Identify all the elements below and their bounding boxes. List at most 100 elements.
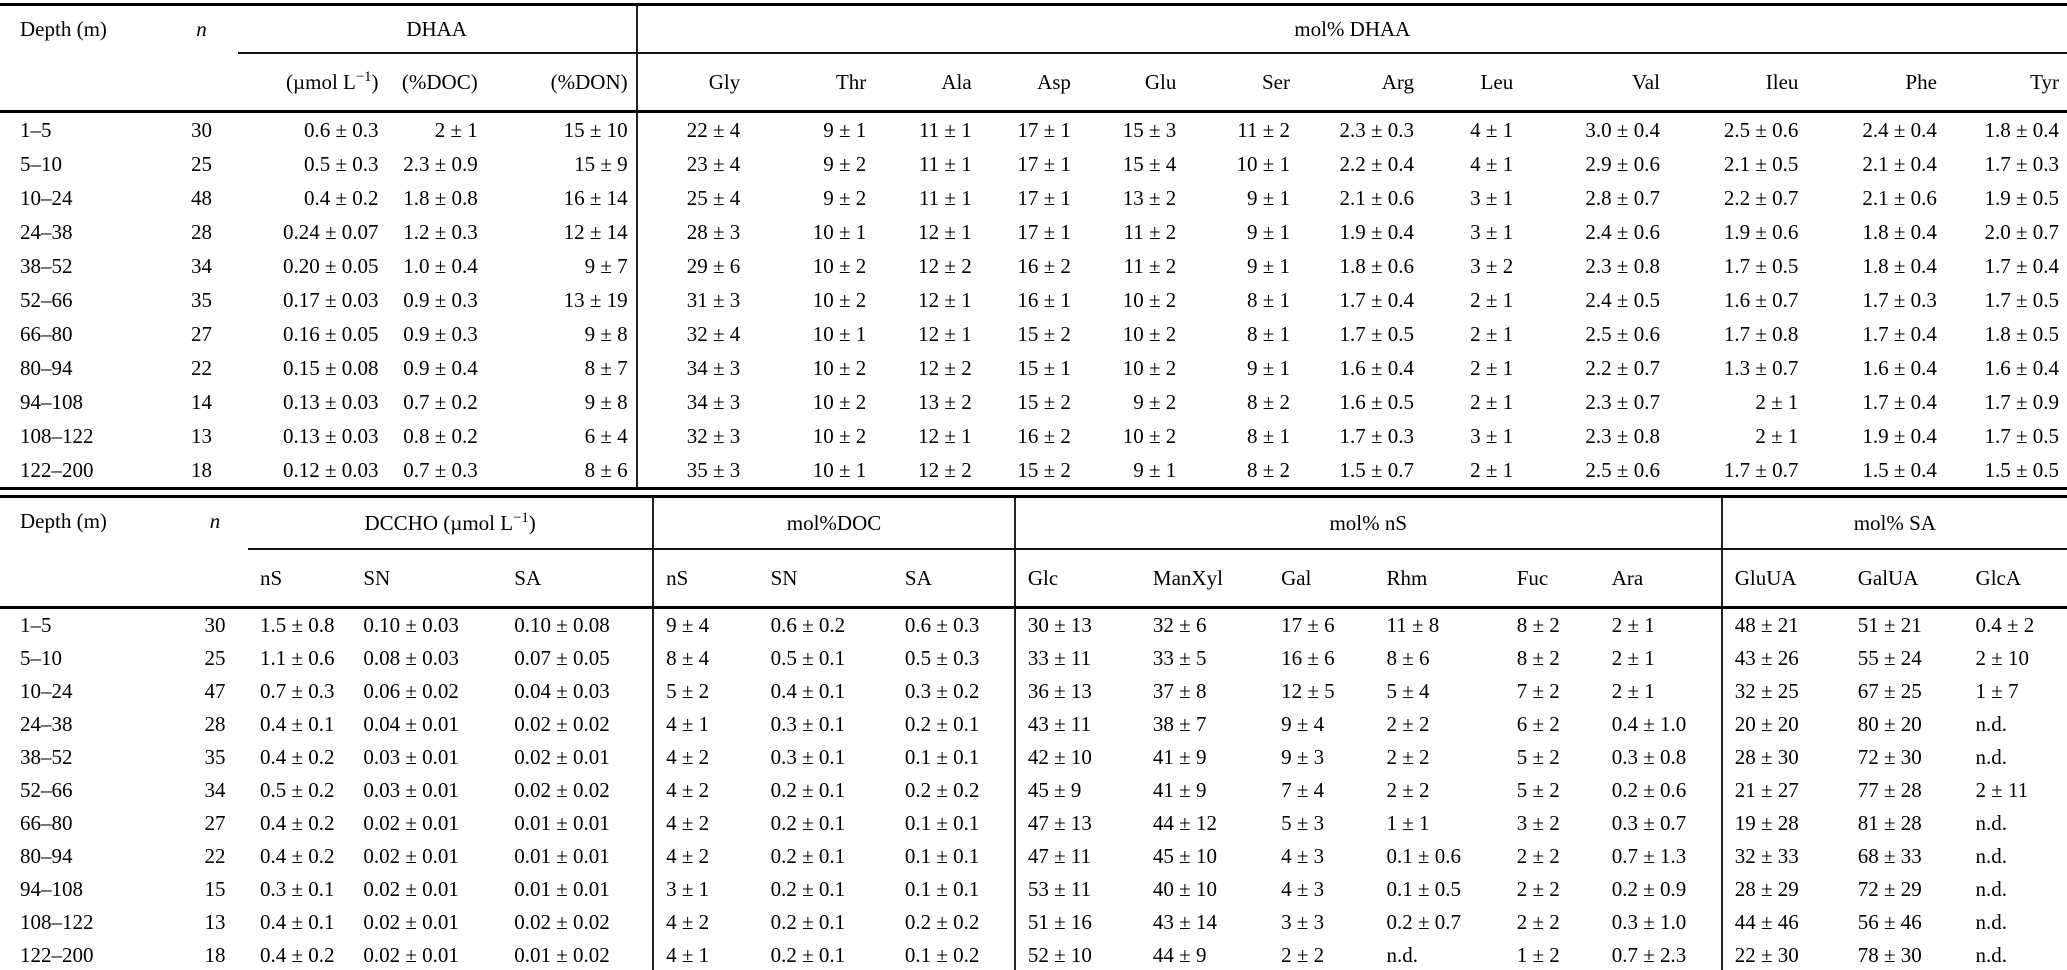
- table-cell: 1.8 ± 0.6: [1339, 253, 1414, 278]
- table-cell: 11 ± 2: [1123, 253, 1177, 278]
- table-cell: 20 ± 20: [1720, 708, 1846, 741]
- table-cell: 1–5: [20, 117, 52, 142]
- table-cell: 15 ± 1: [1017, 355, 1071, 380]
- table-cell: n.d.: [1975, 811, 2008, 835]
- table-cell: 9 ± 1: [1133, 457, 1177, 482]
- dccho-table: Depth (m) n DCCHO (µmol L−1) mol%DOC mol…: [0, 495, 2067, 970]
- table-cell: 0.4 ± 1.0: [1611, 712, 1687, 736]
- table-cell: 2.5 ± 0.6: [1585, 321, 1660, 346]
- header-leu: Leu: [1480, 69, 1514, 94]
- table-cell: 8 ± 2: [1516, 646, 1560, 670]
- table-cell: 6 ± 4: [584, 423, 628, 448]
- table-cell: 1.7 ± 0.4: [1862, 389, 1937, 414]
- table-cell: 9 ± 3: [1281, 745, 1325, 769]
- table-cell: 0.02 ± 0.01: [363, 943, 459, 967]
- group-header-dhaa: DHAA: [237, 4, 637, 54]
- table-cell: 0.5 ± 0.3: [904, 646, 980, 670]
- table-cell: 2 ± 2: [1386, 778, 1430, 802]
- table-cell: 10 ± 2: [1122, 321, 1177, 346]
- table-row: 1–5 30 0.6 ± 0.3 2 ± 1 15 ± 10 22 ± 4 9 ± 1 11 …: [0, 111, 2067, 147]
- table-cell: 32 ± 4: [635, 317, 749, 351]
- table-cell: n.d.: [1975, 877, 2008, 901]
- table-cell: 0.5 ± 0.2: [260, 778, 335, 802]
- table-cell: 12 ± 2: [918, 355, 972, 380]
- table-cell: 1.5 ± 0.4: [1862, 457, 1937, 482]
- table-cell: 3 ± 1: [1470, 185, 1514, 210]
- table-cell: 4 ± 1: [1470, 117, 1514, 142]
- table-cell: 10 ± 2: [812, 355, 867, 380]
- table-cell: 0.4 ± 0.2: [260, 844, 335, 868]
- table-cell: 0.03 ± 0.01: [363, 778, 459, 802]
- table-cell: 2.2 ± 0.7: [1585, 355, 1660, 380]
- table-cell: 27: [191, 321, 213, 346]
- table-cell: 13: [191, 423, 213, 448]
- table-cell: 35: [204, 745, 226, 769]
- table-cell: 4 ± 2: [652, 774, 759, 807]
- table-cell: 40 ± 10: [1152, 877, 1217, 901]
- table-cell: 0.10 ± 0.03: [363, 613, 459, 637]
- table-cell: 1.8 ± 0.5: [1984, 321, 2059, 346]
- header-umol-unit: (µmol L−1): [238, 53, 387, 112]
- table-cell: 42 ± 10: [1013, 741, 1141, 774]
- header-gly: Gly: [635, 53, 749, 112]
- table-cell: 2 ± 1: [1755, 389, 1799, 414]
- table-cell: 8 ± 6: [1386, 646, 1430, 670]
- table-cell: 3 ± 2: [1470, 253, 1514, 278]
- table-cell: 1.1 ± 0.6: [260, 646, 335, 670]
- table-cell: 16 ± 14: [563, 185, 628, 210]
- header-gal: Gal: [1281, 565, 1312, 590]
- table-cell: 0.02 ± 0.02: [514, 778, 610, 802]
- table-cell: 12 ± 1: [918, 219, 972, 244]
- table-cell: 12 ± 1: [918, 423, 972, 448]
- table-cell: 48 ± 21: [1720, 607, 1846, 642]
- table-cell: 9 ± 7: [584, 253, 628, 278]
- table-cell: 9 ± 1: [1246, 253, 1290, 278]
- table-cell: 2.3 ± 0.8: [1585, 253, 1660, 278]
- table-row: 94–108 15 0.3 ± 0.1 0.02 ± 0.01 0.01 ± 0.01 3…: [0, 873, 2067, 906]
- table-cell: 2 ± 1: [1611, 613, 1655, 637]
- table-cell: 52–66: [20, 287, 73, 312]
- table-cell: 2.5 ± 0.6: [1585, 457, 1660, 482]
- table-cell: 1.6 ± 0.4: [1862, 355, 1937, 380]
- table-cell: 0.3 ± 0.2: [904, 679, 980, 703]
- table-cell: 1.9 ± 0.4: [1862, 423, 1937, 448]
- table-cell: n.d.: [1975, 745, 2008, 769]
- table-cell: 53 ± 11: [1013, 873, 1141, 906]
- unit-text-close: ): [371, 70, 379, 94]
- table-cell: 2 ± 2: [1281, 943, 1325, 967]
- table-cell: 24–38: [20, 219, 73, 244]
- table-cell: 4 ± 2: [652, 840, 759, 873]
- header-tyr: Tyr: [2030, 69, 2059, 94]
- table-row: 66–80 27 0.4 ± 0.2 0.02 ± 0.01 0.01 ± 0.01 4 …: [0, 807, 2067, 840]
- table-cell: 0.4 ± 0.2: [260, 943, 335, 967]
- table-cell: 4 ± 3: [1281, 844, 1325, 868]
- table-cell: 3 ± 1: [1470, 423, 1514, 448]
- table-cell: 3.0 ± 0.4: [1585, 117, 1660, 142]
- table-row: 38–52 35 0.4 ± 0.2 0.03 ± 0.01 0.02 ± 0.01 4 …: [0, 741, 2067, 774]
- table-cell: 33 ± 11: [1013, 642, 1141, 675]
- table-cell: 0.1 ± 0.5: [1386, 877, 1461, 901]
- group-header-molsa: mol% SA: [1720, 496, 2067, 550]
- table-cell: 0.7 ± 0.2: [403, 389, 478, 414]
- table-cell: 15 ± 10: [563, 117, 628, 142]
- table-cell: 4 ± 2: [652, 906, 759, 939]
- table-cell: 52 ± 10: [1013, 939, 1141, 970]
- table-cell: 38 ± 7: [1152, 712, 1207, 736]
- table-row: 1–5 30 1.5 ± 0.8 0.10 ± 0.03 0.10 ± 0.08 9 ± …: [0, 607, 2067, 642]
- dccho-label-close: ): [528, 511, 536, 535]
- table-cell: 0.7 ± 1.3: [1611, 844, 1687, 868]
- table-cell: 0.2 ± 0.7: [1386, 910, 1461, 934]
- table-cell: 5 ± 2: [652, 675, 759, 708]
- table-cell: 35: [191, 287, 213, 312]
- table-cell: 0.02 ± 0.01: [363, 844, 459, 868]
- table-cell: 22: [204, 844, 226, 868]
- table-cell: 5 ± 2: [1516, 778, 1560, 802]
- header-moldoc-sa: SA: [904, 565, 932, 590]
- table-cell: 11 ± 2: [1123, 219, 1177, 244]
- table-cell: 41 ± 9: [1152, 745, 1207, 769]
- table-cell: 17 ± 1: [1017, 219, 1071, 244]
- table-cell: 2 ± 1: [434, 117, 478, 142]
- header-pct-doc: (%DOC): [401, 69, 478, 94]
- table-cell: 1.6 ± 0.5: [1339, 389, 1414, 414]
- table-cell: 25: [191, 151, 213, 176]
